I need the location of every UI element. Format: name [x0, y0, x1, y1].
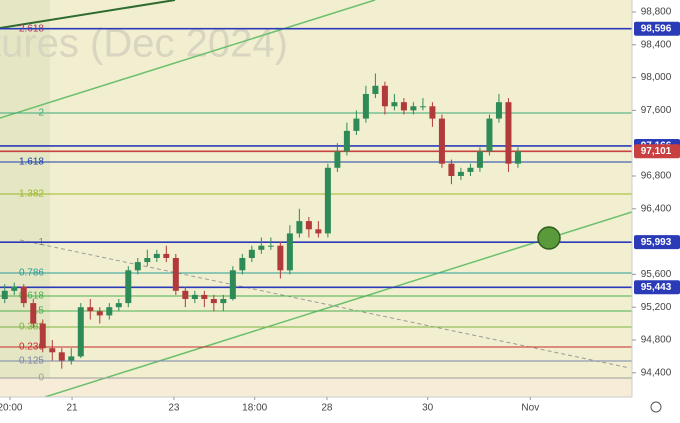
candle-body — [30, 303, 37, 324]
plot-background — [0, 0, 632, 397]
candle-body — [1, 290, 8, 300]
candle-body — [163, 253, 170, 258]
candle-body — [448, 163, 455, 176]
candle-body — [514, 151, 521, 164]
candle-body — [438, 118, 445, 164]
y-tick-label: 98,800 — [641, 7, 672, 18]
candle-body — [486, 118, 493, 152]
trend-line — [0, 0, 376, 119]
price-label-box — [634, 235, 680, 250]
candle-body — [11, 286, 18, 291]
candle-body — [315, 229, 322, 234]
price-label-box — [634, 144, 680, 159]
candle-body — [106, 307, 113, 316]
y-tick-label: 94,400 — [641, 367, 672, 378]
price-label: 98,596 — [641, 23, 672, 34]
candle-body — [505, 102, 512, 164]
y-tick-label: 98,400 — [641, 39, 672, 50]
candle-body — [144, 257, 151, 263]
candle-body — [201, 294, 208, 300]
price-label-box — [634, 21, 680, 36]
y-tick-label: 96,400 — [641, 203, 672, 214]
candle-body — [495, 102, 502, 119]
candle-body — [429, 106, 436, 119]
fib-label: 1.382 — [19, 189, 44, 200]
candle-body — [476, 151, 483, 168]
candle-body — [39, 323, 46, 349]
x-tick-label: 28 — [321, 403, 333, 414]
candle-body — [248, 249, 255, 258]
fib-label: 0 — [38, 373, 44, 384]
fib-label: 0.5 — [30, 306, 44, 317]
x-tick-label: 23 — [168, 403, 180, 414]
marker — [537, 226, 561, 250]
plot: tures (Dec 2024) 2.61821.6181.38210.7860… — [0, 0, 632, 397]
candle-body — [267, 245, 274, 247]
candle-body — [457, 171, 464, 176]
y-tick-label: 97,600 — [641, 105, 672, 116]
y-tick-label: 95,600 — [641, 269, 672, 280]
trend-line — [0, 0, 176, 29]
candle-body — [296, 221, 303, 234]
x-tick-label: 21 — [66, 403, 78, 414]
y-tick-label: 98,000 — [641, 72, 672, 83]
fib-label: 1.618 — [19, 157, 44, 168]
fib-label: 2 — [38, 108, 44, 119]
candle-body — [381, 85, 388, 107]
candle-body — [182, 290, 189, 300]
candle-body — [115, 303, 122, 308]
fib-label: 0.125 — [19, 356, 44, 367]
x-tick-label: Nov — [521, 403, 539, 414]
price-label-box — [634, 280, 680, 295]
candle-body — [87, 307, 94, 312]
x-tick-label: 18:00 — [242, 403, 267, 414]
x-tick-label: 30 — [422, 403, 434, 414]
x-tick-label: 20:00 — [0, 403, 23, 414]
candle-body — [96, 311, 103, 316]
candle-body — [410, 106, 417, 111]
candle-body — [391, 102, 398, 107]
settings-icon[interactable] — [650, 401, 662, 413]
candle-body — [125, 270, 132, 304]
candle-body — [210, 299, 217, 304]
y-tick-label: 95,200 — [641, 302, 672, 313]
candle-body — [229, 270, 236, 300]
candle-body — [277, 245, 284, 271]
fib-label: 0.382 — [19, 322, 44, 333]
price-label: 95,443 — [641, 282, 672, 293]
fib-label: 0.618 — [19, 291, 44, 302]
candle-body — [58, 352, 65, 361]
candle-body — [286, 233, 293, 271]
candle-body — [134, 262, 141, 271]
candle-body — [324, 167, 331, 234]
candle-body — [153, 253, 160, 258]
candle-body — [172, 257, 179, 291]
fib-label: 0.236 — [19, 342, 44, 353]
candle-body — [20, 286, 27, 304]
y-tick-label: 94,800 — [641, 335, 672, 346]
y-tick-label: 96,800 — [641, 171, 672, 182]
candle-body — [220, 299, 227, 304]
plot-band — [0, 378, 632, 397]
candle-body — [353, 118, 360, 131]
candle-body — [68, 356, 75, 361]
candle-body — [191, 294, 198, 300]
candle-body — [258, 245, 265, 250]
candle-body — [400, 102, 407, 111]
candle-body — [372, 85, 379, 94]
candle-body — [362, 93, 369, 119]
fib-label: 0.786 — [19, 268, 44, 279]
candle-body — [49, 348, 56, 353]
candle-body — [305, 221, 312, 230]
x-axis — [0, 397, 680, 418]
candle-body — [334, 151, 341, 168]
price-label: 95,993 — [641, 237, 672, 248]
candle-body — [343, 130, 350, 152]
candle-body — [77, 307, 84, 357]
candle-body — [419, 106, 426, 108]
candle-body — [239, 257, 246, 271]
candle-body — [467, 167, 474, 172]
price-label: 97,101 — [641, 146, 672, 157]
